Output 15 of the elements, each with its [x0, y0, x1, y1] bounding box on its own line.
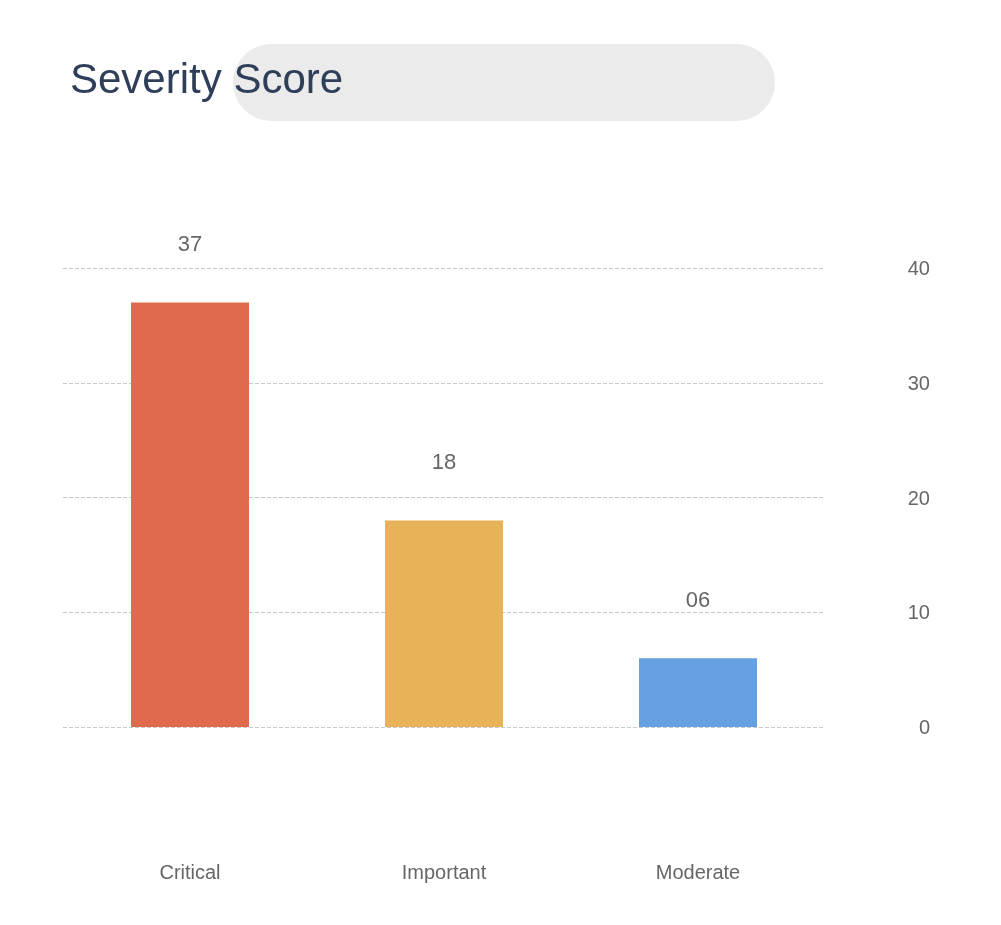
y-tick-label: 0 [918, 716, 930, 738]
bar [131, 302, 249, 727]
x-tick-label: Moderate [655, 861, 741, 883]
bar [385, 520, 503, 727]
bar [639, 658, 757, 727]
data-label: 06 [685, 586, 711, 612]
data-label: 18 [431, 448, 457, 474]
y-tick-label: 10 [907, 601, 930, 624]
x-tick-label: Critical [159, 861, 221, 883]
chart-title: Severity Score [70, 54, 344, 102]
x-tick-label: Important [401, 861, 487, 883]
y-tick-label: 40 [907, 257, 930, 279]
y-tick-label: 20 [907, 486, 930, 509]
y-tick-label: 30 [907, 371, 930, 394]
data-label: 37 [177, 230, 203, 256]
